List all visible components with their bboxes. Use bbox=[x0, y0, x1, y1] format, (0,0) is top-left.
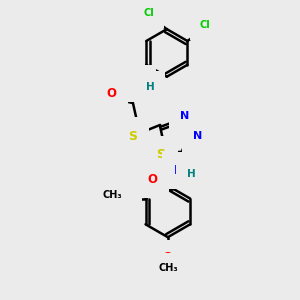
Text: Cl: Cl bbox=[144, 8, 154, 18]
Text: S: S bbox=[156, 148, 165, 161]
Text: O: O bbox=[106, 87, 117, 100]
Text: O: O bbox=[163, 251, 173, 265]
Text: N: N bbox=[193, 131, 202, 141]
Text: N: N bbox=[180, 111, 189, 121]
Text: N: N bbox=[134, 77, 144, 90]
Text: S: S bbox=[128, 130, 137, 142]
Text: Cl: Cl bbox=[200, 20, 211, 30]
Text: CH₃: CH₃ bbox=[102, 190, 122, 200]
Text: O: O bbox=[147, 173, 157, 186]
Text: H: H bbox=[187, 169, 195, 178]
Text: CH₃: CH₃ bbox=[158, 263, 178, 273]
Text: H: H bbox=[146, 82, 154, 92]
Text: O: O bbox=[120, 187, 130, 200]
Text: N: N bbox=[174, 164, 184, 177]
